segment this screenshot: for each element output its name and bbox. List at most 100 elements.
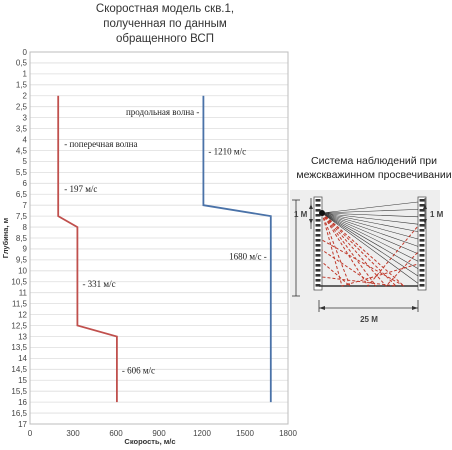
red-ray xyxy=(321,212,419,287)
y-tick-label: 5,5 xyxy=(16,168,28,177)
red-ray xyxy=(321,212,419,287)
data-annotation: - 1210 м/с xyxy=(208,147,246,157)
y-tick-label: 7 xyxy=(23,201,28,210)
right-dim-arrow-down xyxy=(423,219,427,224)
black-ray xyxy=(321,212,419,218)
well-column-segment xyxy=(315,259,321,262)
y-tick-label: 11,5 xyxy=(12,299,28,308)
well-column-segment xyxy=(315,269,321,272)
y-tick-label: 6,5 xyxy=(16,190,28,199)
well-column-segment xyxy=(419,214,425,217)
x-tick-label: 1200 xyxy=(193,429,211,438)
y-tick-label: 0,5 xyxy=(16,59,28,68)
black-ray xyxy=(321,212,419,269)
well-column-segment xyxy=(315,234,321,237)
black-ray xyxy=(321,212,419,262)
well-column-body xyxy=(417,196,427,291)
well-column-segment xyxy=(419,249,425,252)
y-tick-label: 8,5 xyxy=(16,234,28,243)
y-tick-label: 12,5 xyxy=(11,321,27,330)
left-dim-arrow-up xyxy=(309,204,313,209)
data-annotation: - поперечная волна xyxy=(64,139,137,149)
well-column-segment xyxy=(419,259,425,262)
chart-title-line-2: полученная по данным xyxy=(103,18,227,30)
black-ray xyxy=(321,212,419,240)
well-column-segment xyxy=(315,284,321,287)
well-column-segment xyxy=(419,244,425,247)
data-annotation: - 197 м/с xyxy=(64,184,97,194)
well-column-segment xyxy=(315,214,321,217)
well-column-segment xyxy=(315,224,321,227)
well-column-segment xyxy=(419,254,425,257)
series-lines xyxy=(57,95,272,403)
well-column-segment xyxy=(315,239,321,242)
x-tick-label: 0 xyxy=(28,429,33,438)
bottom-dim-arrow-left xyxy=(319,306,325,310)
bottom-dim-arrow-right xyxy=(412,306,418,310)
black-ray xyxy=(321,212,419,284)
series-line xyxy=(202,95,272,403)
y-tick-label: 16 xyxy=(18,398,27,407)
data-annotation: продольная волна - xyxy=(126,107,199,117)
left-dim-label: 1 М xyxy=(294,210,308,219)
y-tick-label: 3,5 xyxy=(16,124,28,133)
y-tick-label: 3 xyxy=(23,113,28,122)
black-ray xyxy=(321,212,419,232)
left-dim-arrow-down xyxy=(309,219,313,224)
x-tick-label: 600 xyxy=(109,429,123,438)
annotations: продольная волна - - 1210 м/с - поперечная… xyxy=(64,107,267,375)
y-tick-label: 15 xyxy=(18,376,27,385)
well-column-segment xyxy=(419,204,425,207)
data-annotation: - 606 м/с xyxy=(122,365,155,375)
well-column-segment xyxy=(419,264,425,267)
red-ray xyxy=(321,212,405,287)
x-tick-label: 300 xyxy=(66,429,80,438)
well-column-segment xyxy=(419,234,425,237)
well-column-segment xyxy=(419,229,425,232)
x-tick-label: 1800 xyxy=(279,429,297,438)
black-ray xyxy=(321,212,419,247)
data-annotation: - 331 м/с xyxy=(82,279,115,289)
y-tick-label: 4 xyxy=(23,135,28,144)
black-rays xyxy=(321,201,419,284)
well-column-segment xyxy=(315,249,321,252)
y-tick-label: 1,5 xyxy=(16,81,28,90)
source-point xyxy=(319,210,325,216)
y-tick-label: 14,5 xyxy=(11,365,27,374)
y-tick-label: 2 xyxy=(23,92,28,101)
well-column-segment xyxy=(419,219,425,222)
well-column-segment xyxy=(419,274,425,277)
scheme-title-line-1: Система наблюдений при xyxy=(311,155,437,167)
y-tick-labels: 00,511,522,533,544,555,566,577,588,599,5… xyxy=(11,48,27,429)
x-tick-label: 1500 xyxy=(236,429,254,438)
y-tick-label: 11 xyxy=(19,289,28,298)
well-column-segment xyxy=(315,209,321,212)
chart-title: Скоростная модель скв.1, полученная по д… xyxy=(40,2,290,47)
red-rays xyxy=(321,212,419,287)
scheme-title: Система наблюдений при межскважинном про… xyxy=(296,154,452,182)
black-ray xyxy=(321,201,419,214)
well-column-segment xyxy=(419,269,425,272)
black-ray xyxy=(321,212,419,225)
well-column-segment xyxy=(315,244,321,247)
black-ray xyxy=(321,212,419,255)
well-column-segment xyxy=(315,279,321,282)
black-ray xyxy=(321,212,419,277)
grid-lines xyxy=(30,62,288,414)
y-tick-label: 2,5 xyxy=(16,103,28,112)
series-line xyxy=(57,95,118,403)
y-tick-label: 1 xyxy=(23,70,28,79)
right-dim-label: 1 М xyxy=(430,210,444,219)
scheme-background xyxy=(290,190,440,330)
y-tick-label: 7,5 xyxy=(16,212,28,221)
well-column-segment xyxy=(315,274,321,277)
y-axis-label: Глубина, м xyxy=(1,217,10,258)
y-tick-label: 16,5 xyxy=(11,409,27,418)
y-tick-label: 4,5 xyxy=(16,146,28,155)
red-ray xyxy=(321,212,377,287)
y-tick-label: 9 xyxy=(23,245,28,254)
chart-title-line-3: обращенного ВСП xyxy=(116,33,214,45)
well-column-segment xyxy=(315,199,321,202)
